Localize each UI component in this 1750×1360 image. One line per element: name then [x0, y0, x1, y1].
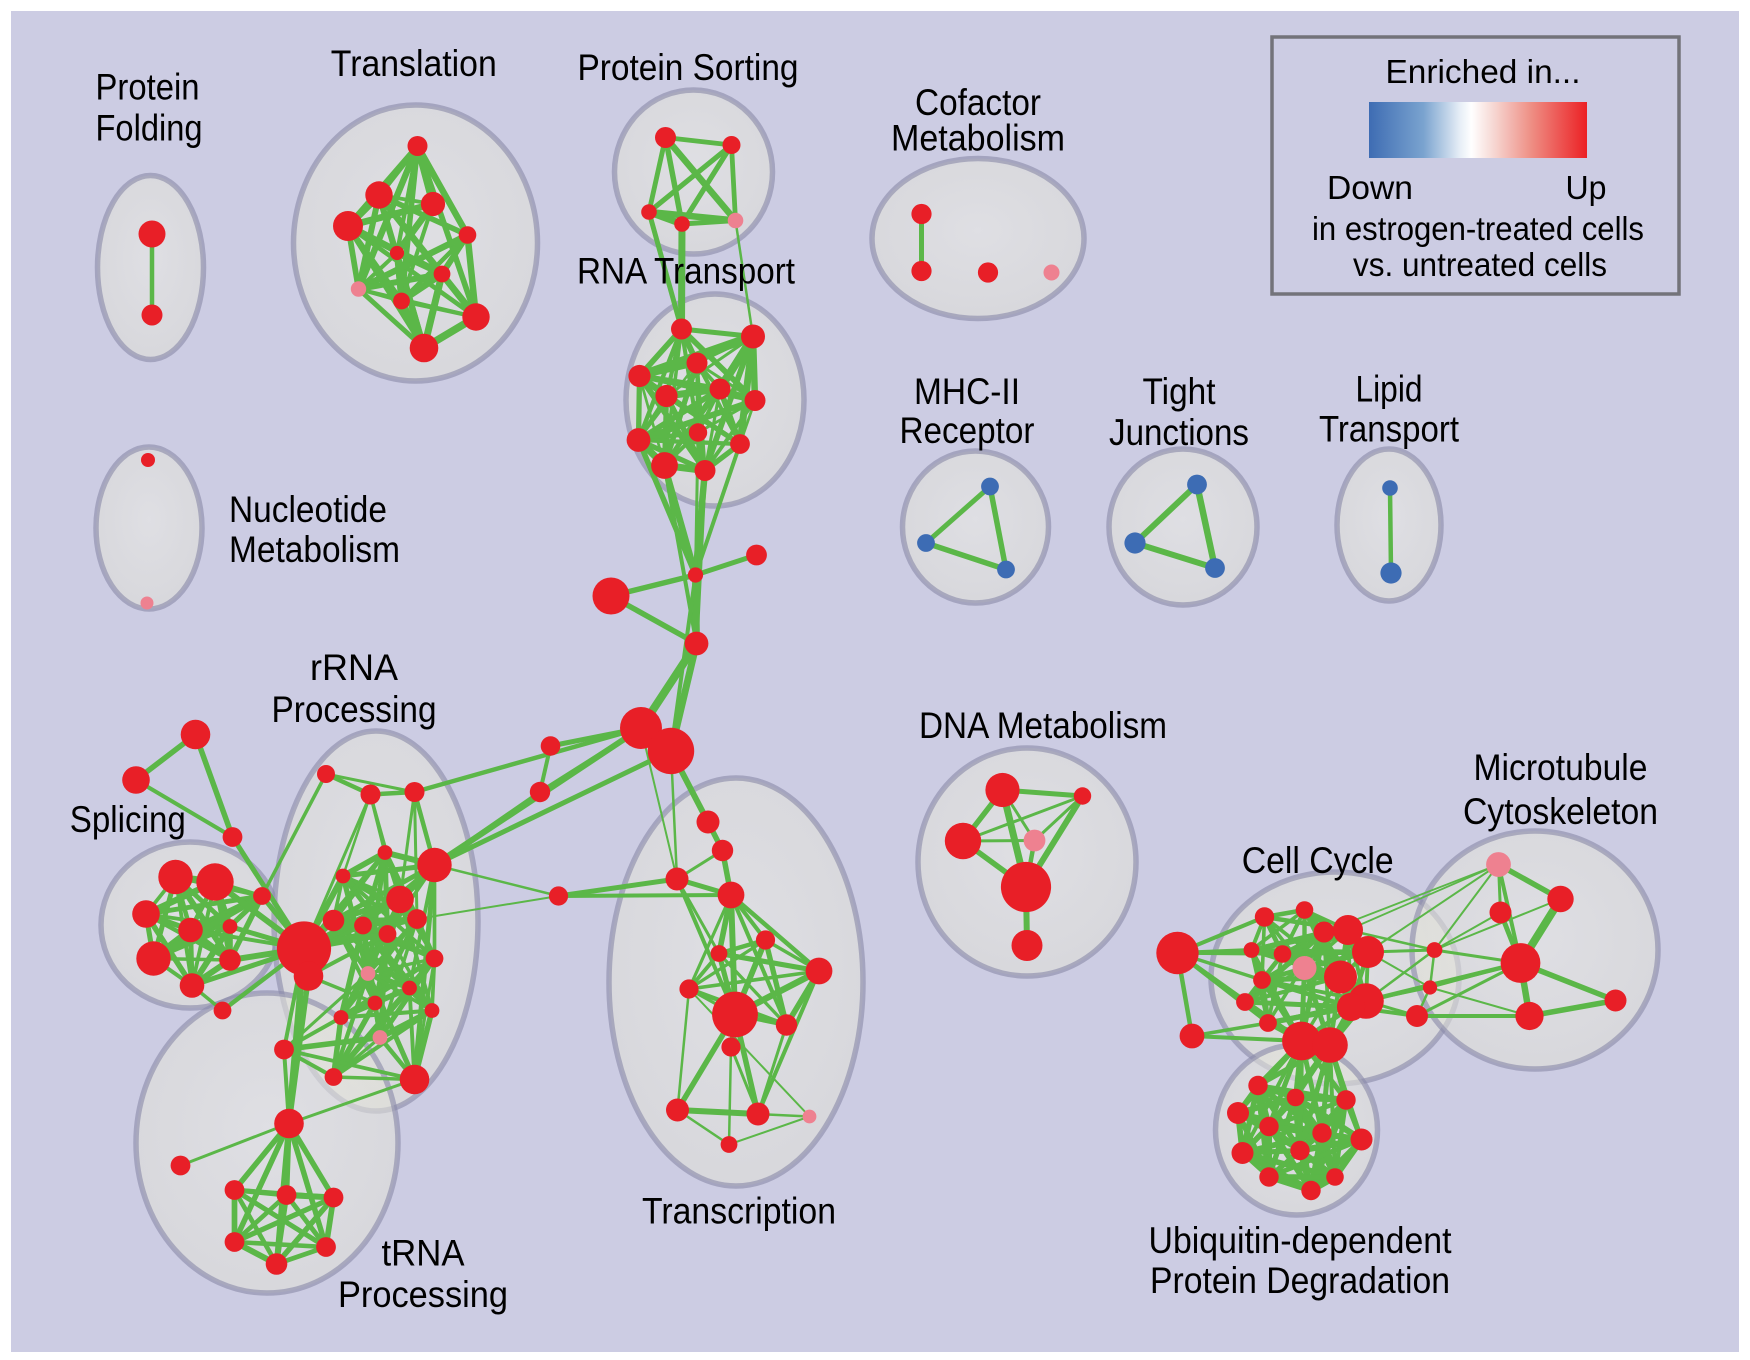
svg-text:Splicing: Splicing — [70, 798, 186, 840]
svg-text:Microtubule: Microtubule — [1474, 746, 1648, 788]
svg-text:Transport: Transport — [1319, 407, 1460, 449]
svg-text:RNA Transport: RNA Transport — [577, 250, 796, 292]
svg-text:Processing: Processing — [338, 1273, 508, 1315]
svg-text:vs. untreated cells: vs. untreated cells — [1353, 246, 1607, 283]
svg-text:Cytoskeleton: Cytoskeleton — [1463, 790, 1658, 832]
svg-text:Processing: Processing — [272, 688, 437, 730]
svg-text:Metabolism: Metabolism — [891, 116, 1065, 158]
svg-text:in estrogen-treated cells: in estrogen-treated cells — [1312, 210, 1644, 247]
svg-text:Receptor: Receptor — [900, 409, 1035, 451]
svg-text:Metabolism: Metabolism — [229, 528, 400, 570]
svg-text:Transcription: Transcription — [642, 1190, 836, 1232]
svg-text:Down: Down — [1327, 169, 1413, 206]
svg-text:MHC-II: MHC-II — [914, 370, 1020, 412]
svg-text:Folding: Folding — [96, 107, 203, 149]
svg-text:Nucleotide: Nucleotide — [229, 488, 387, 530]
svg-text:Cofactor: Cofactor — [915, 81, 1041, 123]
svg-text:tRNA: tRNA — [382, 1232, 465, 1274]
svg-text:rRNA: rRNA — [310, 646, 398, 688]
svg-text:Lipid: Lipid — [1356, 367, 1423, 409]
svg-text:Protein Degradation: Protein Degradation — [1150, 1259, 1450, 1301]
svg-text:Protein: Protein — [96, 66, 200, 108]
svg-text:Junctions: Junctions — [1109, 411, 1249, 453]
svg-text:Ubiquitin-dependent: Ubiquitin-dependent — [1149, 1219, 1453, 1261]
svg-text:Protein Sorting: Protein Sorting — [578, 46, 799, 88]
svg-text:Tight: Tight — [1143, 370, 1217, 412]
svg-text:Translation: Translation — [331, 42, 497, 84]
svg-text:Cell Cycle: Cell Cycle — [1242, 839, 1394, 881]
svg-text:Enriched in...: Enriched in... — [1386, 53, 1581, 90]
svg-text:Up: Up — [1566, 169, 1607, 206]
svg-text:DNA Metabolism: DNA Metabolism — [919, 704, 1167, 746]
